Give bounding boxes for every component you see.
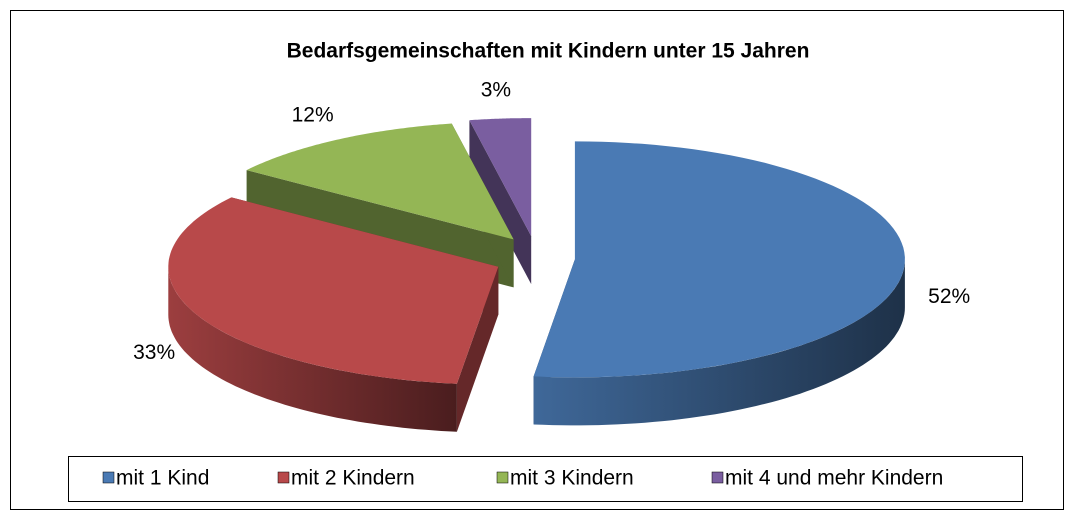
slice-wall <box>533 259 905 426</box>
legend-swatch <box>277 471 290 484</box>
data-label: 3% <box>481 78 511 101</box>
pie-slice <box>469 118 532 237</box>
legend-label: mit 3 Kindern <box>510 467 634 490</box>
legend-swatch <box>496 471 509 484</box>
legend-label: mit 2 Kindern <box>291 467 415 490</box>
legend-swatch <box>711 471 724 484</box>
slice-wall <box>168 266 457 432</box>
legend-swatch <box>102 471 115 484</box>
slice-side-face <box>469 120 532 285</box>
data-label: 33% <box>133 341 175 364</box>
chart-border <box>10 10 1064 510</box>
pie-slice <box>246 123 514 240</box>
pie-slice <box>533 141 905 378</box>
legend-box <box>68 456 1023 502</box>
chart-title: Bedarfsgemeinschaften mit Kindern unter … <box>287 40 810 63</box>
legend-label: mit 4 und mehr Kindern <box>725 467 943 490</box>
pie-slice <box>168 197 499 384</box>
data-label: 12% <box>292 104 334 127</box>
data-label: 52% <box>928 285 970 308</box>
legend-label: mit 1 Kind <box>116 467 209 490</box>
